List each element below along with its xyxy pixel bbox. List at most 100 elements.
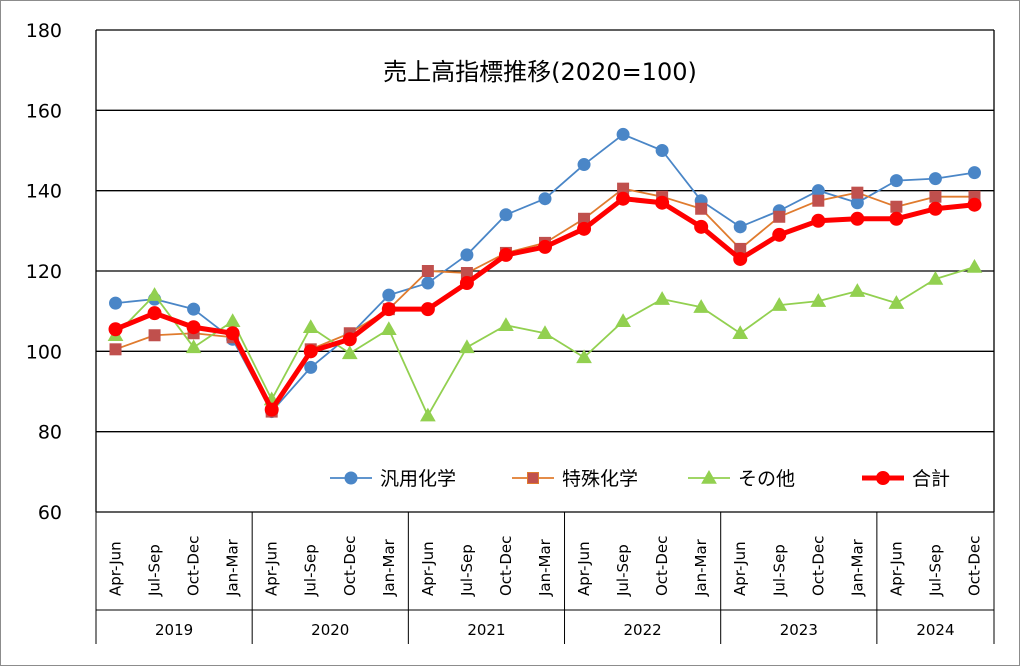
data-point bbox=[186, 320, 201, 335]
data-point bbox=[771, 297, 788, 311]
year-label: 2024 bbox=[916, 621, 954, 639]
data-point bbox=[109, 296, 123, 310]
x-tick-label: Jan-Mar bbox=[536, 538, 554, 597]
data-point bbox=[772, 227, 787, 242]
data-point bbox=[812, 194, 825, 207]
data-point bbox=[382, 288, 396, 302]
x-tick-label: Apr-Jun bbox=[419, 541, 437, 596]
series-line bbox=[114, 266, 975, 417]
data-point bbox=[420, 407, 436, 422]
plot-area bbox=[107, 127, 983, 422]
data-point bbox=[773, 210, 786, 223]
series-2 bbox=[107, 258, 983, 422]
data-point bbox=[498, 317, 514, 331]
data-point bbox=[459, 276, 474, 291]
data-point bbox=[302, 319, 319, 333]
data-point bbox=[615, 313, 631, 327]
legend: 汎用化学 特殊化学 その他 合計 bbox=[330, 468, 950, 490]
data-point bbox=[850, 211, 865, 226]
year-label: 2023 bbox=[780, 621, 818, 639]
data-point bbox=[264, 402, 279, 417]
legend-label: 汎用化学 bbox=[380, 468, 456, 490]
data-point bbox=[693, 299, 710, 313]
data-point bbox=[147, 306, 162, 321]
data-point bbox=[108, 322, 123, 337]
legend-label: 合計 bbox=[912, 468, 950, 490]
legend-item: 汎用化学 bbox=[330, 468, 456, 490]
legend-label: 特殊化学 bbox=[562, 468, 638, 490]
data-point bbox=[655, 144, 669, 157]
data-point bbox=[109, 343, 122, 356]
data-point bbox=[421, 276, 435, 290]
data-point bbox=[420, 302, 435, 317]
data-point bbox=[929, 190, 942, 203]
year-label: 2019 bbox=[155, 621, 193, 639]
x-axis: Apr-Jun Jul-Sep Oct-Dec Jan-Mar Apr-Jun Jul-S… bbox=[95, 512, 995, 644]
legend-marker bbox=[344, 471, 358, 485]
x-tick-label: Oct-Dec bbox=[653, 536, 671, 596]
data-point bbox=[733, 220, 747, 234]
x-tick-label: Apr-Jun bbox=[263, 541, 281, 596]
year-label: 2022 bbox=[624, 621, 662, 639]
x-tick-label: Apr-Jun bbox=[887, 541, 905, 596]
data-point bbox=[694, 219, 709, 234]
data-point bbox=[576, 349, 592, 364]
y-tick-label: 100 bbox=[26, 341, 62, 363]
x-tick-label: Jan-Mar bbox=[848, 538, 866, 597]
series-line bbox=[114, 196, 975, 413]
x-tick-label: Oct-Dec bbox=[185, 536, 203, 596]
data-point bbox=[928, 172, 942, 186]
y-axis: 60 80 100 120 140 160 180 bbox=[26, 20, 62, 524]
legend-marker bbox=[527, 472, 539, 484]
x-tick-label: Jul-Sep bbox=[926, 544, 944, 597]
x-tick-label: Apr-Jun bbox=[575, 541, 593, 596]
data-point bbox=[616, 127, 630, 141]
y-tick-label: 80 bbox=[38, 422, 62, 444]
data-point bbox=[888, 295, 905, 309]
data-point bbox=[577, 221, 592, 236]
data-point bbox=[187, 302, 201, 316]
data-point bbox=[811, 213, 826, 228]
x-tick-label: Oct-Dec bbox=[341, 536, 359, 596]
x-tick-label: Jan-Mar bbox=[380, 538, 398, 597]
data-point bbox=[890, 200, 903, 213]
data-point bbox=[460, 248, 474, 262]
data-point bbox=[577, 158, 591, 172]
data-point bbox=[655, 195, 670, 210]
data-point bbox=[538, 239, 552, 254]
data-point bbox=[967, 166, 981, 180]
year-label: 2021 bbox=[467, 621, 505, 639]
x-tick-label: Jan-Mar bbox=[692, 538, 710, 597]
data-point bbox=[851, 186, 864, 199]
legend-item: 特殊化学 bbox=[512, 468, 638, 490]
data-point bbox=[889, 174, 903, 188]
x-tick-label: Oct-Dec bbox=[497, 536, 515, 596]
data-point bbox=[928, 201, 943, 216]
data-point bbox=[732, 325, 749, 340]
data-point bbox=[341, 345, 358, 360]
data-point bbox=[849, 283, 866, 297]
legend-item: その他 bbox=[688, 468, 795, 490]
chart-title: 売上高指標推移(2020=100) bbox=[383, 58, 697, 86]
series-line bbox=[115, 133, 975, 413]
data-point bbox=[695, 202, 708, 215]
year-label: 2020 bbox=[311, 621, 349, 639]
series-line bbox=[115, 187, 975, 413]
data-point bbox=[459, 339, 475, 354]
legend-marker bbox=[701, 469, 717, 484]
x-tick-label: Jan-Mar bbox=[224, 538, 242, 597]
grid-lines bbox=[95, 29, 995, 513]
data-point bbox=[927, 271, 944, 285]
y-tick-label: 140 bbox=[26, 181, 62, 203]
y-tick-label: 160 bbox=[26, 100, 62, 122]
data-point bbox=[966, 258, 983, 273]
data-point bbox=[381, 302, 396, 317]
data-point bbox=[538, 192, 552, 206]
series-3 bbox=[108, 191, 982, 417]
y-tick-label: 120 bbox=[26, 261, 62, 283]
data-point bbox=[889, 211, 904, 226]
data-point bbox=[498, 247, 513, 262]
data-point bbox=[967, 197, 982, 212]
